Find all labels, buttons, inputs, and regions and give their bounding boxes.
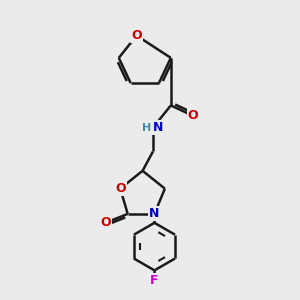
- Text: O: O: [100, 216, 111, 229]
- Text: N: N: [153, 121, 164, 134]
- Text: N: N: [149, 207, 160, 220]
- Text: O: O: [131, 29, 142, 42]
- Text: F: F: [150, 274, 159, 287]
- Text: H: H: [142, 123, 151, 133]
- Text: O: O: [188, 109, 198, 122]
- Text: O: O: [115, 182, 126, 195]
